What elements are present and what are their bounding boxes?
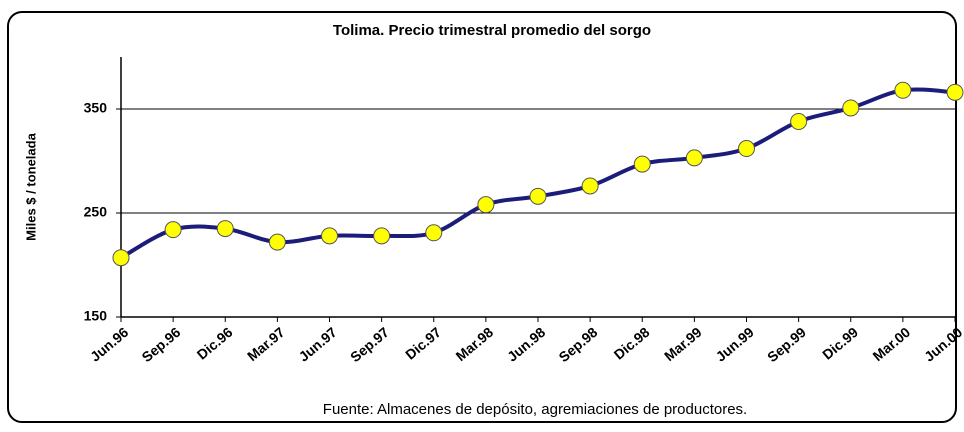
marker (894, 81, 912, 99)
chart-title: Tolima. Precio trimestral promedio del s… (333, 22, 651, 39)
marker (946, 83, 964, 101)
marker (738, 140, 755, 158)
marker (581, 177, 599, 195)
marker (321, 227, 338, 245)
marker (216, 220, 234, 238)
marker (685, 149, 703, 167)
marker (268, 233, 286, 251)
marker (790, 112, 808, 130)
marker (425, 224, 443, 242)
y-axis-label: Miles $ / tonelada (23, 132, 38, 240)
marker (633, 155, 651, 173)
marker (112, 249, 130, 267)
frame (7, 11, 957, 423)
marker (373, 227, 391, 245)
source-note: Fuente: Almacenes de depósito, agremiaci… (323, 401, 747, 418)
marker (529, 187, 547, 205)
marker (164, 221, 182, 239)
marker (477, 196, 495, 214)
y-tick-label: 350 (84, 100, 108, 116)
y-tick-label: 250 (84, 204, 108, 220)
marker (842, 99, 860, 117)
y-tick-label: 150 (84, 308, 108, 324)
